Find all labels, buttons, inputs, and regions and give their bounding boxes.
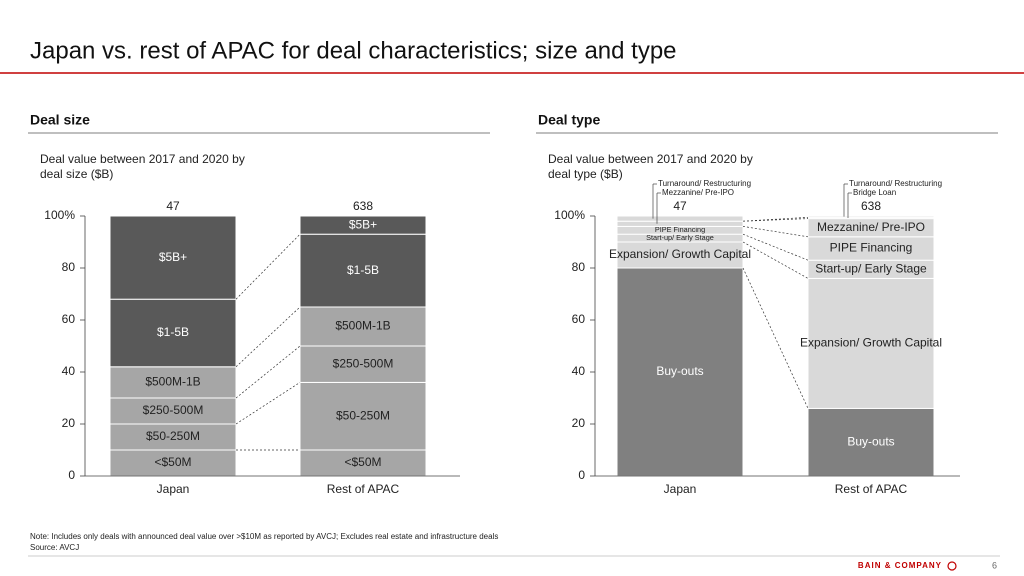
logo: BAIN & COMPANY <box>858 561 942 570</box>
segment-label: Turnaround/ Restructuring <box>849 179 942 188</box>
logo-icon <box>947 561 957 571</box>
source: Source: AVCJ <box>30 543 80 552</box>
y-tick-label: 80 <box>572 260 586 274</box>
connector <box>235 233 301 300</box>
bar-segment <box>807 407 935 477</box>
connector <box>742 241 809 279</box>
bar-total: 638 <box>353 199 373 213</box>
segment-label: Buy-outs <box>656 364 703 378</box>
segment-label: PIPE Financing <box>655 225 705 234</box>
x-tick-label: Japan <box>664 482 697 496</box>
bar-segment <box>109 366 237 399</box>
segment-label: $5B+ <box>349 217 377 231</box>
bar-segment <box>109 215 237 300</box>
bar-segment <box>299 345 427 383</box>
connector <box>235 345 301 399</box>
connector <box>235 382 301 425</box>
bar-total: 47 <box>673 199 687 213</box>
connector <box>235 306 301 368</box>
section-header: Deal type <box>538 112 600 128</box>
bar-segment <box>616 220 744 227</box>
y-tick-label: 80 <box>62 260 76 274</box>
bar-segment <box>299 449 427 477</box>
y-tick-label: 100% <box>554 208 585 222</box>
segment-label: <$50M <box>344 455 381 469</box>
connector <box>742 218 809 222</box>
segment-label: Mezzanine/ Pre-IPO <box>817 220 925 234</box>
chart-subtitle: Deal value between 2017 and 2020 by deal… <box>548 152 753 181</box>
bar-segment <box>299 306 427 347</box>
bar-segment <box>807 277 935 409</box>
connector <box>742 226 809 238</box>
page-number: 6 <box>992 560 997 570</box>
section-header: Deal size <box>30 112 90 128</box>
bar-total: 638 <box>861 199 881 213</box>
segment-label: $5B+ <box>159 250 187 264</box>
segment-label: Start-up/ Early Stage <box>815 261 927 275</box>
slide-title: Japan vs. rest of APAC for deal characte… <box>30 37 677 64</box>
segment-label: Expansion/ Growth Capital <box>800 336 942 350</box>
segment-label: $250-500M <box>333 356 394 370</box>
bar-segment <box>616 241 744 269</box>
segment-label: $50-250M <box>336 408 390 422</box>
bar-segment <box>807 215 935 218</box>
chart-subtitle: Deal value between 2017 and 2020 by deal… <box>40 152 245 181</box>
segment-label: Buy-outs <box>847 434 894 448</box>
bar-segment <box>299 233 427 308</box>
bar-segment <box>616 215 744 222</box>
bar-segment <box>299 381 427 451</box>
segment-label: $1-5B <box>157 325 189 339</box>
segment-label: Mezzanine/ Pre-IPO <box>662 188 734 197</box>
segment-label: $250-500M <box>143 403 204 417</box>
connector <box>742 267 809 409</box>
segment-label: Bridge Loan <box>853 188 896 197</box>
segment-label: $500M-1B <box>145 375 200 389</box>
y-tick-label: 20 <box>62 416 76 430</box>
segment-label: $1-5B <box>347 263 379 277</box>
y-tick-label: 60 <box>572 312 586 326</box>
bar-segment <box>109 397 237 425</box>
segment-label: PIPE Financing <box>830 241 913 255</box>
bar-segment <box>299 215 427 235</box>
bar-total: 47 <box>166 199 180 213</box>
y-tick-label: 0 <box>68 468 75 482</box>
y-tick-label: 0 <box>578 468 585 482</box>
y-tick-label: 20 <box>572 416 586 430</box>
footnote: Note: Includes only deals with announced… <box>30 532 499 541</box>
connector <box>742 216 809 222</box>
segment-label: Turnaround/ Restructuring <box>658 179 751 188</box>
bar-segment <box>109 298 237 368</box>
x-tick-label: Japan <box>157 482 190 496</box>
y-tick-label: 40 <box>572 364 586 378</box>
y-tick-label: 60 <box>62 312 76 326</box>
y-tick-label: 100% <box>44 208 75 222</box>
segment-label: Expansion/ Growth Capital <box>609 247 751 261</box>
segment-label: Start-up/ Early Stage <box>646 233 714 242</box>
connector <box>742 233 809 261</box>
y-tick-label: 40 <box>62 364 76 378</box>
x-tick-label: Rest of APAC <box>835 482 908 496</box>
segment-label: $500M-1B <box>335 319 390 333</box>
x-tick-label: Rest of APAC <box>327 482 400 496</box>
segment-label: $50-250M <box>146 429 200 443</box>
segment-label: <$50M <box>154 455 191 469</box>
